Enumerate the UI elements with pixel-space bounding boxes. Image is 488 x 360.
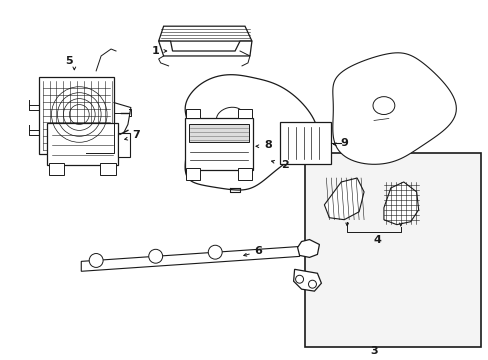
Bar — [46, 123, 118, 165]
Text: 7: 7 — [132, 130, 140, 140]
Circle shape — [308, 280, 316, 288]
Polygon shape — [324, 178, 364, 220]
Bar — [118, 133, 130, 157]
Polygon shape — [297, 239, 319, 257]
Bar — [279, 122, 331, 164]
Bar — [189, 125, 248, 142]
Polygon shape — [332, 53, 455, 164]
Polygon shape — [158, 41, 251, 56]
Circle shape — [148, 249, 163, 263]
Bar — [186, 168, 200, 180]
Text: 4: 4 — [372, 234, 380, 244]
Text: 9: 9 — [340, 138, 347, 148]
Polygon shape — [81, 247, 299, 271]
Bar — [48, 163, 64, 175]
Bar — [39, 77, 114, 154]
Ellipse shape — [216, 107, 244, 128]
Bar — [304, 153, 480, 347]
Text: 6: 6 — [253, 247, 261, 256]
Bar — [100, 163, 116, 175]
Bar — [238, 168, 251, 180]
Bar — [185, 118, 252, 170]
Text: 8: 8 — [264, 140, 271, 150]
Polygon shape — [185, 75, 317, 190]
Text: 1: 1 — [151, 46, 159, 56]
Circle shape — [295, 275, 303, 283]
Text: 2: 2 — [280, 160, 288, 170]
Text: 5: 5 — [65, 56, 73, 66]
Polygon shape — [383, 182, 418, 225]
Text: 3: 3 — [369, 346, 377, 356]
Circle shape — [89, 253, 103, 267]
Circle shape — [208, 245, 222, 259]
Bar — [186, 109, 200, 118]
Bar — [238, 109, 251, 118]
Ellipse shape — [372, 96, 394, 114]
Polygon shape — [158, 26, 251, 41]
Polygon shape — [293, 269, 321, 291]
